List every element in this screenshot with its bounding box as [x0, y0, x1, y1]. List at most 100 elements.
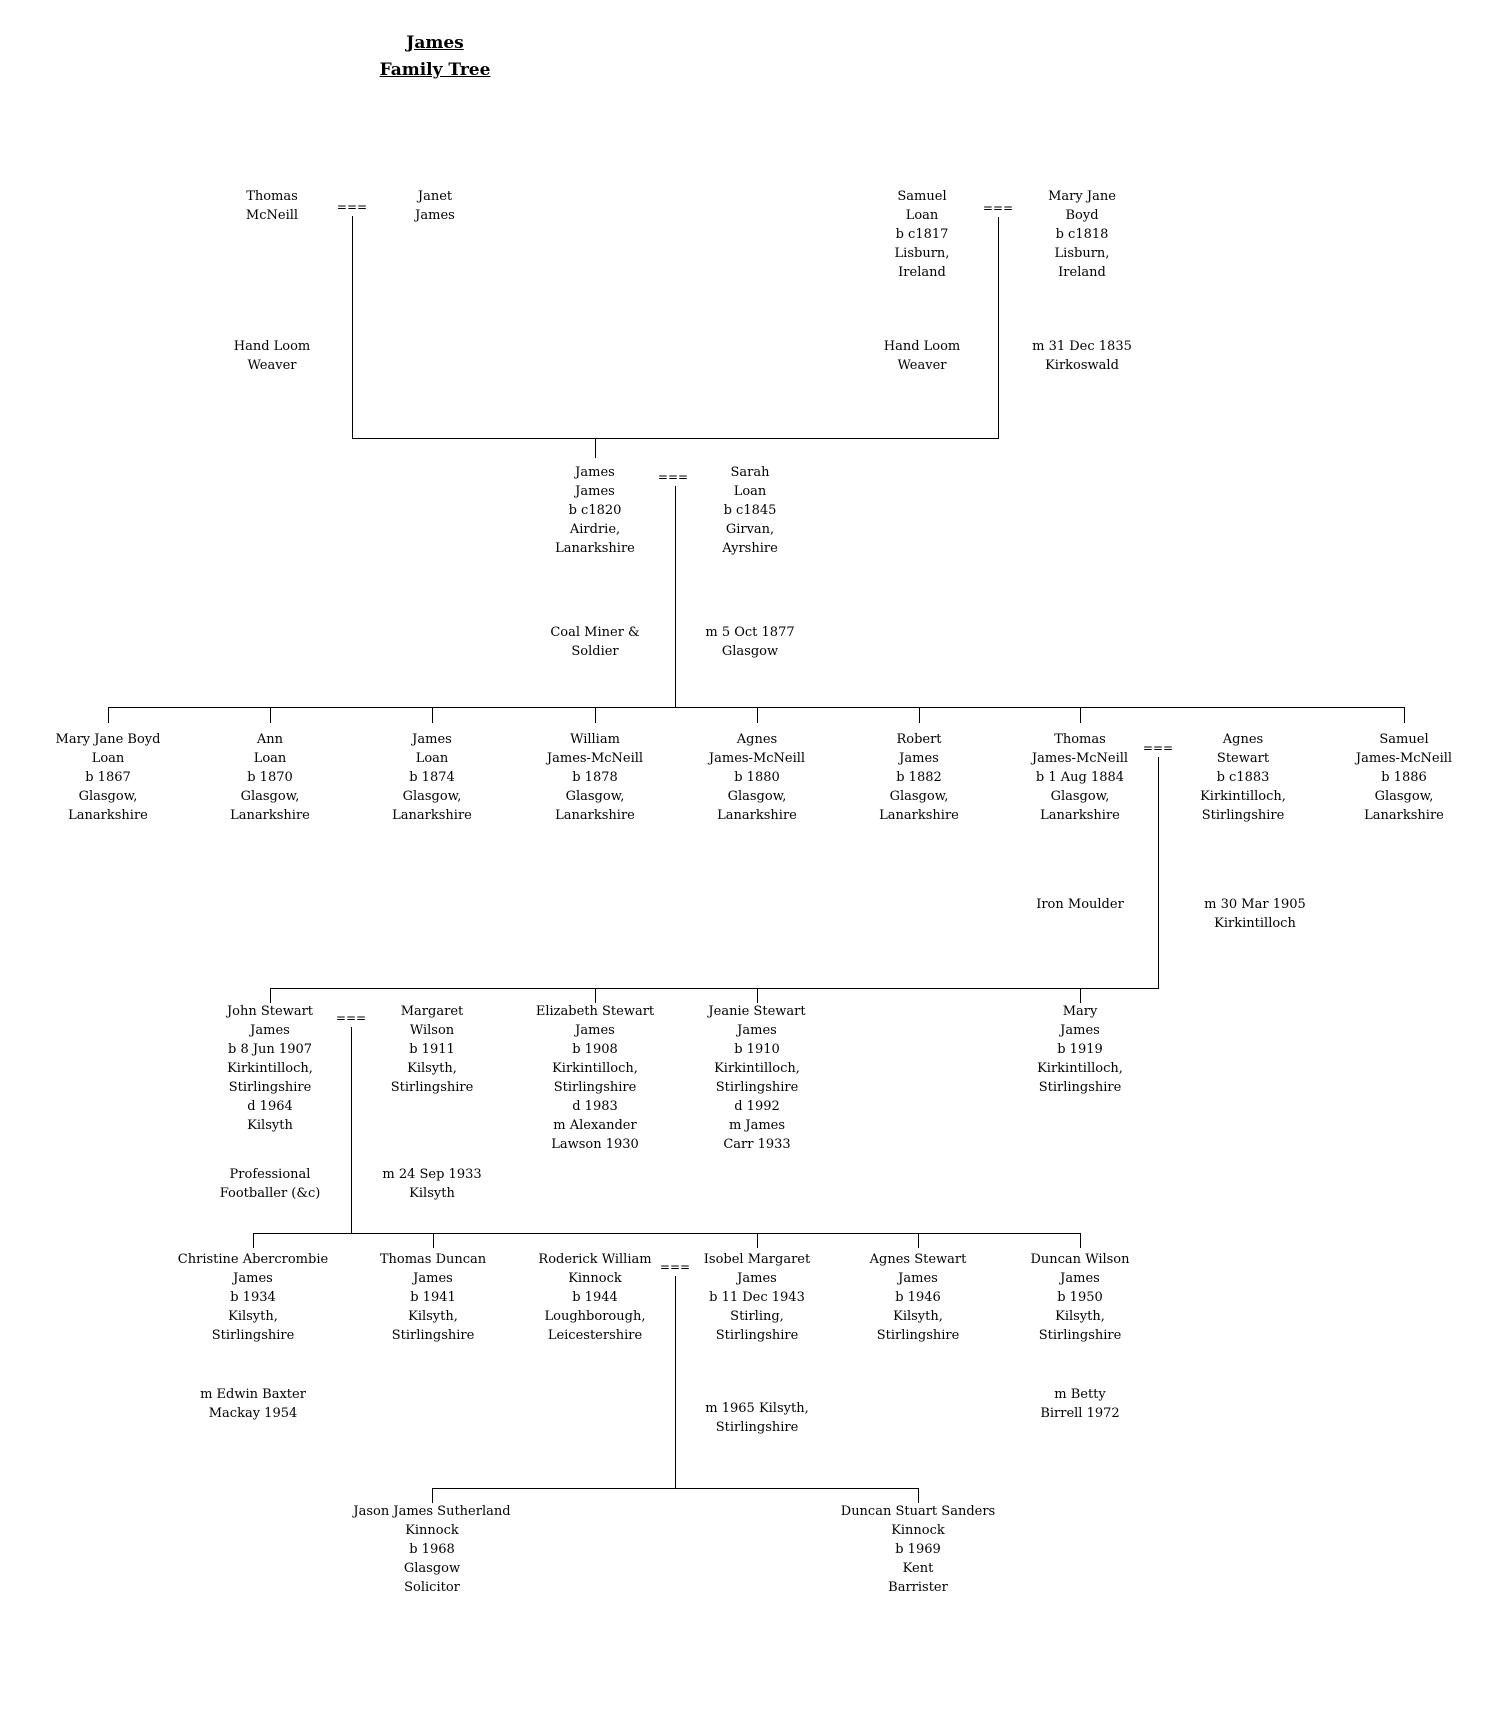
text-line: d 1992 [734, 1099, 780, 1114]
text-line: Thomas [246, 189, 298, 204]
text-line: b 1946 [895, 1290, 941, 1305]
text-line: James-McNeill [546, 751, 644, 766]
text-line: b 1867 [85, 770, 131, 785]
text-line: Agnes [1222, 732, 1264, 747]
text-line: Glasgow, [78, 789, 138, 804]
text-line: b 11 Dec 1943 [709, 1290, 805, 1305]
person-thomas-duncan-james: Thomas Duncan James b 1941 Kilsyth, Stirling… [333, 1250, 533, 1345]
person-janet-james: Janet James [355, 187, 515, 225]
connector-tick-elizabeth [595, 988, 596, 1003]
text-line: Mary Jane [1048, 189, 1116, 204]
text-line: b c1883 [1216, 770, 1270, 785]
person-samuel-loan: Samuel Loan b c1817 Lisburn, Ireland [842, 187, 1002, 282]
text-line: Stirlingshire [1038, 1328, 1122, 1343]
person-agnes-stewart-james: Agnes Stewart James b 1946 Kilsyth, Stirling… [818, 1250, 1018, 1345]
connector-gen2-bar [352, 438, 999, 439]
text-line: b 1874 [409, 770, 455, 785]
text-line: b c1818 [1055, 227, 1109, 242]
text-line: Carr 1933 [723, 1137, 791, 1152]
text-line: James [250, 1023, 290, 1038]
text-line: Lisburn, [1054, 246, 1110, 261]
text-line: m 24 Sep 1933 [382, 1167, 482, 1182]
text-line: b 1911 [409, 1042, 455, 1057]
text-line: Lanarkshire [555, 808, 635, 823]
text-line: b 1910 [734, 1042, 780, 1057]
text-line: Stirling, [730, 1309, 784, 1324]
text-line: Lisburn, [894, 246, 950, 261]
text-line: Samuel [897, 189, 947, 204]
text-line: Boyd [1065, 208, 1099, 223]
note-samuel-loan-occupation: Hand Loom Weaver [842, 337, 1002, 375]
text-line: Kilsyth, [1055, 1309, 1105, 1324]
text-line: b 1919 [1057, 1042, 1103, 1057]
text-line: John Stewart [226, 1004, 314, 1019]
connector-john-margaret-drop [351, 1027, 352, 1233]
connector-thomas-janet-drop [352, 216, 353, 438]
person-mary-jane-boyd-loan: Mary Jane Boyd Loan b 1867 Glasgow, Lanarksh… [28, 730, 188, 825]
text-line: Kirkintilloch, [714, 1061, 800, 1076]
marriage-symbol: === [982, 201, 1014, 215]
text-line: m Betty [1054, 1387, 1106, 1402]
text-line: Stirlingshire [1038, 1080, 1122, 1095]
text-line: Jason James Sutherland [353, 1504, 511, 1519]
text-line: Kilsyth, [408, 1309, 458, 1324]
person-thomas-james-mcneill: Thomas James-McNeill b 1 Aug 1884 Glasgow, L… [1000, 730, 1160, 825]
text-line: b 1941 [410, 1290, 456, 1305]
text-line: James [737, 1271, 777, 1286]
connector-james-sarah-drop [675, 486, 676, 707]
text-line: McNeill [245, 208, 299, 223]
text-line: James [575, 484, 615, 499]
text-line: Agnes [736, 732, 778, 747]
connector-tick-thomas-duncan [433, 1233, 434, 1248]
connector-tick-john [270, 988, 271, 1003]
note-roderick-isobel-marriage: m 1965 Kilsyth, Stirlingshire [677, 1399, 837, 1437]
text-line: Glasgow, [1050, 789, 1110, 804]
text-line: Loan [253, 751, 287, 766]
person-samuel-james-mcneill: Samuel James-McNeill b 1886 Glasgow, Lanarks… [1324, 730, 1484, 825]
text-line: Weaver [247, 358, 297, 373]
text-line: Girvan, [725, 522, 775, 537]
marriage-symbol: === [657, 470, 689, 484]
person-robert-james: Robert James b 1882 Glasgow, Lanarkshire [839, 730, 999, 825]
connector-thomas-agnes-drop [1158, 757, 1159, 988]
text-line: Stirlingshire [715, 1328, 799, 1343]
text-line: Kirkintilloch, [1037, 1061, 1123, 1076]
marriage-symbol: === [659, 1260, 691, 1274]
text-line: b c1820 [568, 503, 622, 518]
person-james-james: James James b c1820 Airdrie, Lanarkshire [515, 463, 675, 558]
text-line: b 1934 [230, 1290, 276, 1305]
text-line: Robert [896, 732, 942, 747]
text-line: Loughborough, [544, 1309, 646, 1324]
note-thomas-jm-occupation: Iron Moulder [1000, 895, 1160, 914]
person-mary-james: Mary James b 1919 Kirkintilloch, Stirlingshi… [1000, 1002, 1160, 1097]
text-line: Glasgow [403, 1561, 461, 1576]
note-duncan-wilson-marriage: m Betty Birrell 1972 [1000, 1385, 1160, 1423]
person-margaret-wilson: Margaret Wilson b 1911 Kilsyth, Stirlingshir… [352, 1002, 512, 1097]
connector-tick-samuel-jm [1404, 707, 1405, 723]
text-line: Hand Loom [233, 339, 311, 354]
marriage-symbol: === [1142, 741, 1174, 755]
text-line: James [415, 208, 455, 223]
text-line: William [570, 732, 620, 747]
text-line: m James [728, 1118, 786, 1133]
text-line: Margaret [400, 1004, 464, 1019]
text-line: Stirlingshire [228, 1080, 312, 1095]
text-line: b 8 Jun 1907 [227, 1042, 313, 1057]
text-line: Samuel [1379, 732, 1429, 747]
text-line: Kinnock [891, 1523, 945, 1538]
text-line: Stirlingshire [553, 1080, 637, 1095]
text-line: Footballer (&c) [219, 1186, 321, 1201]
text-line: Roderick William [538, 1252, 652, 1267]
text-line: b 1969 [895, 1542, 941, 1557]
connector-gen6-bar [432, 1488, 919, 1489]
text-line: Kinnock [568, 1271, 622, 1286]
text-line: James [413, 1271, 453, 1286]
text-line: Stewart [1216, 751, 1270, 766]
connector-tick-christine [253, 1233, 254, 1248]
text-line: m 1965 Kilsyth, [705, 1401, 809, 1416]
person-ann-loan: Ann Loan b 1870 Glasgow, Lanarkshire [190, 730, 350, 825]
text-line: Lanarkshire [68, 808, 148, 823]
person-jason-james-sutherland-kinnock: Jason James Sutherland Kinnock b 1968 Glasg… [322, 1502, 542, 1597]
text-line: James [575, 465, 615, 480]
